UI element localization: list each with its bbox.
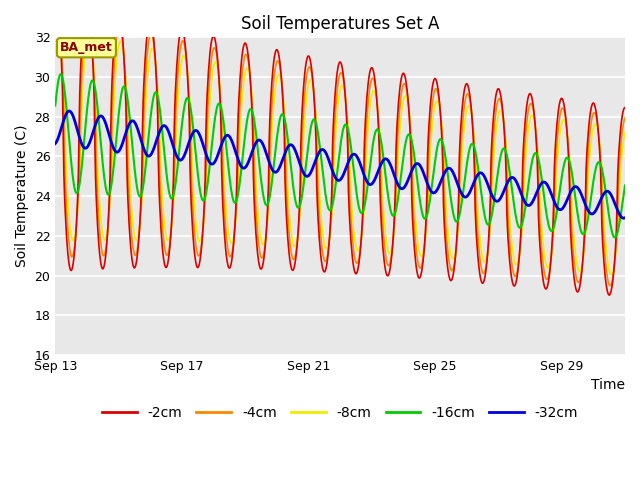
-4cm <box>290 257 298 263</box>
-32cm <box>621 215 629 221</box>
-16cm <box>512 215 520 220</box>
-8cm <box>186 101 194 107</box>
-16cm <box>611 235 619 240</box>
-8cm <box>72 222 80 228</box>
-16cm <box>51 103 59 108</box>
-4cm <box>51 6 59 12</box>
Legend: -2cm, -4cm, -8cm, -16cm, -32cm: -2cm, -4cm, -8cm, -16cm, -32cm <box>97 400 584 425</box>
Y-axis label: Soil Temperature (C): Soil Temperature (C) <box>15 125 29 267</box>
Line: -8cm: -8cm <box>55 25 625 275</box>
-16cm <box>186 102 194 108</box>
-8cm <box>51 27 59 33</box>
-16cm <box>72 190 80 196</box>
-2cm <box>511 282 519 288</box>
-32cm <box>620 216 627 221</box>
-2cm <box>374 118 382 123</box>
-2cm <box>289 267 297 273</box>
Line: -4cm: -4cm <box>55 8 625 286</box>
-8cm <box>512 262 520 268</box>
X-axis label: Time: Time <box>591 378 625 393</box>
-32cm <box>51 141 59 146</box>
-4cm <box>512 273 520 278</box>
-32cm <box>259 142 267 148</box>
-2cm <box>605 292 613 298</box>
-8cm <box>375 116 383 122</box>
Title: Soil Temperatures Set A: Soil Temperatures Set A <box>241 15 439 33</box>
-16cm <box>621 183 629 189</box>
-8cm <box>621 130 629 135</box>
-2cm <box>72 232 79 238</box>
-32cm <box>186 137 194 143</box>
-8cm <box>290 242 298 248</box>
Line: -2cm: -2cm <box>55 0 625 295</box>
-4cm <box>606 283 614 288</box>
-32cm <box>65 108 73 114</box>
-2cm <box>259 263 266 269</box>
-4cm <box>259 253 267 259</box>
-8cm <box>53 22 61 28</box>
Line: -32cm: -32cm <box>55 111 625 218</box>
Line: -16cm: -16cm <box>55 74 625 238</box>
-16cm <box>57 72 65 77</box>
-4cm <box>186 115 194 121</box>
-4cm <box>72 224 80 229</box>
-2cm <box>186 116 193 122</box>
-16cm <box>375 129 383 134</box>
-32cm <box>375 167 383 172</box>
-16cm <box>259 192 267 198</box>
-4cm <box>621 115 629 121</box>
-8cm <box>607 272 615 277</box>
-32cm <box>290 144 298 150</box>
-4cm <box>52 5 60 11</box>
-32cm <box>512 178 520 184</box>
-32cm <box>72 124 80 130</box>
-16cm <box>290 187 298 192</box>
-8cm <box>259 242 267 248</box>
-2cm <box>621 105 629 110</box>
Text: BA_met: BA_met <box>60 41 113 54</box>
-4cm <box>375 121 383 127</box>
